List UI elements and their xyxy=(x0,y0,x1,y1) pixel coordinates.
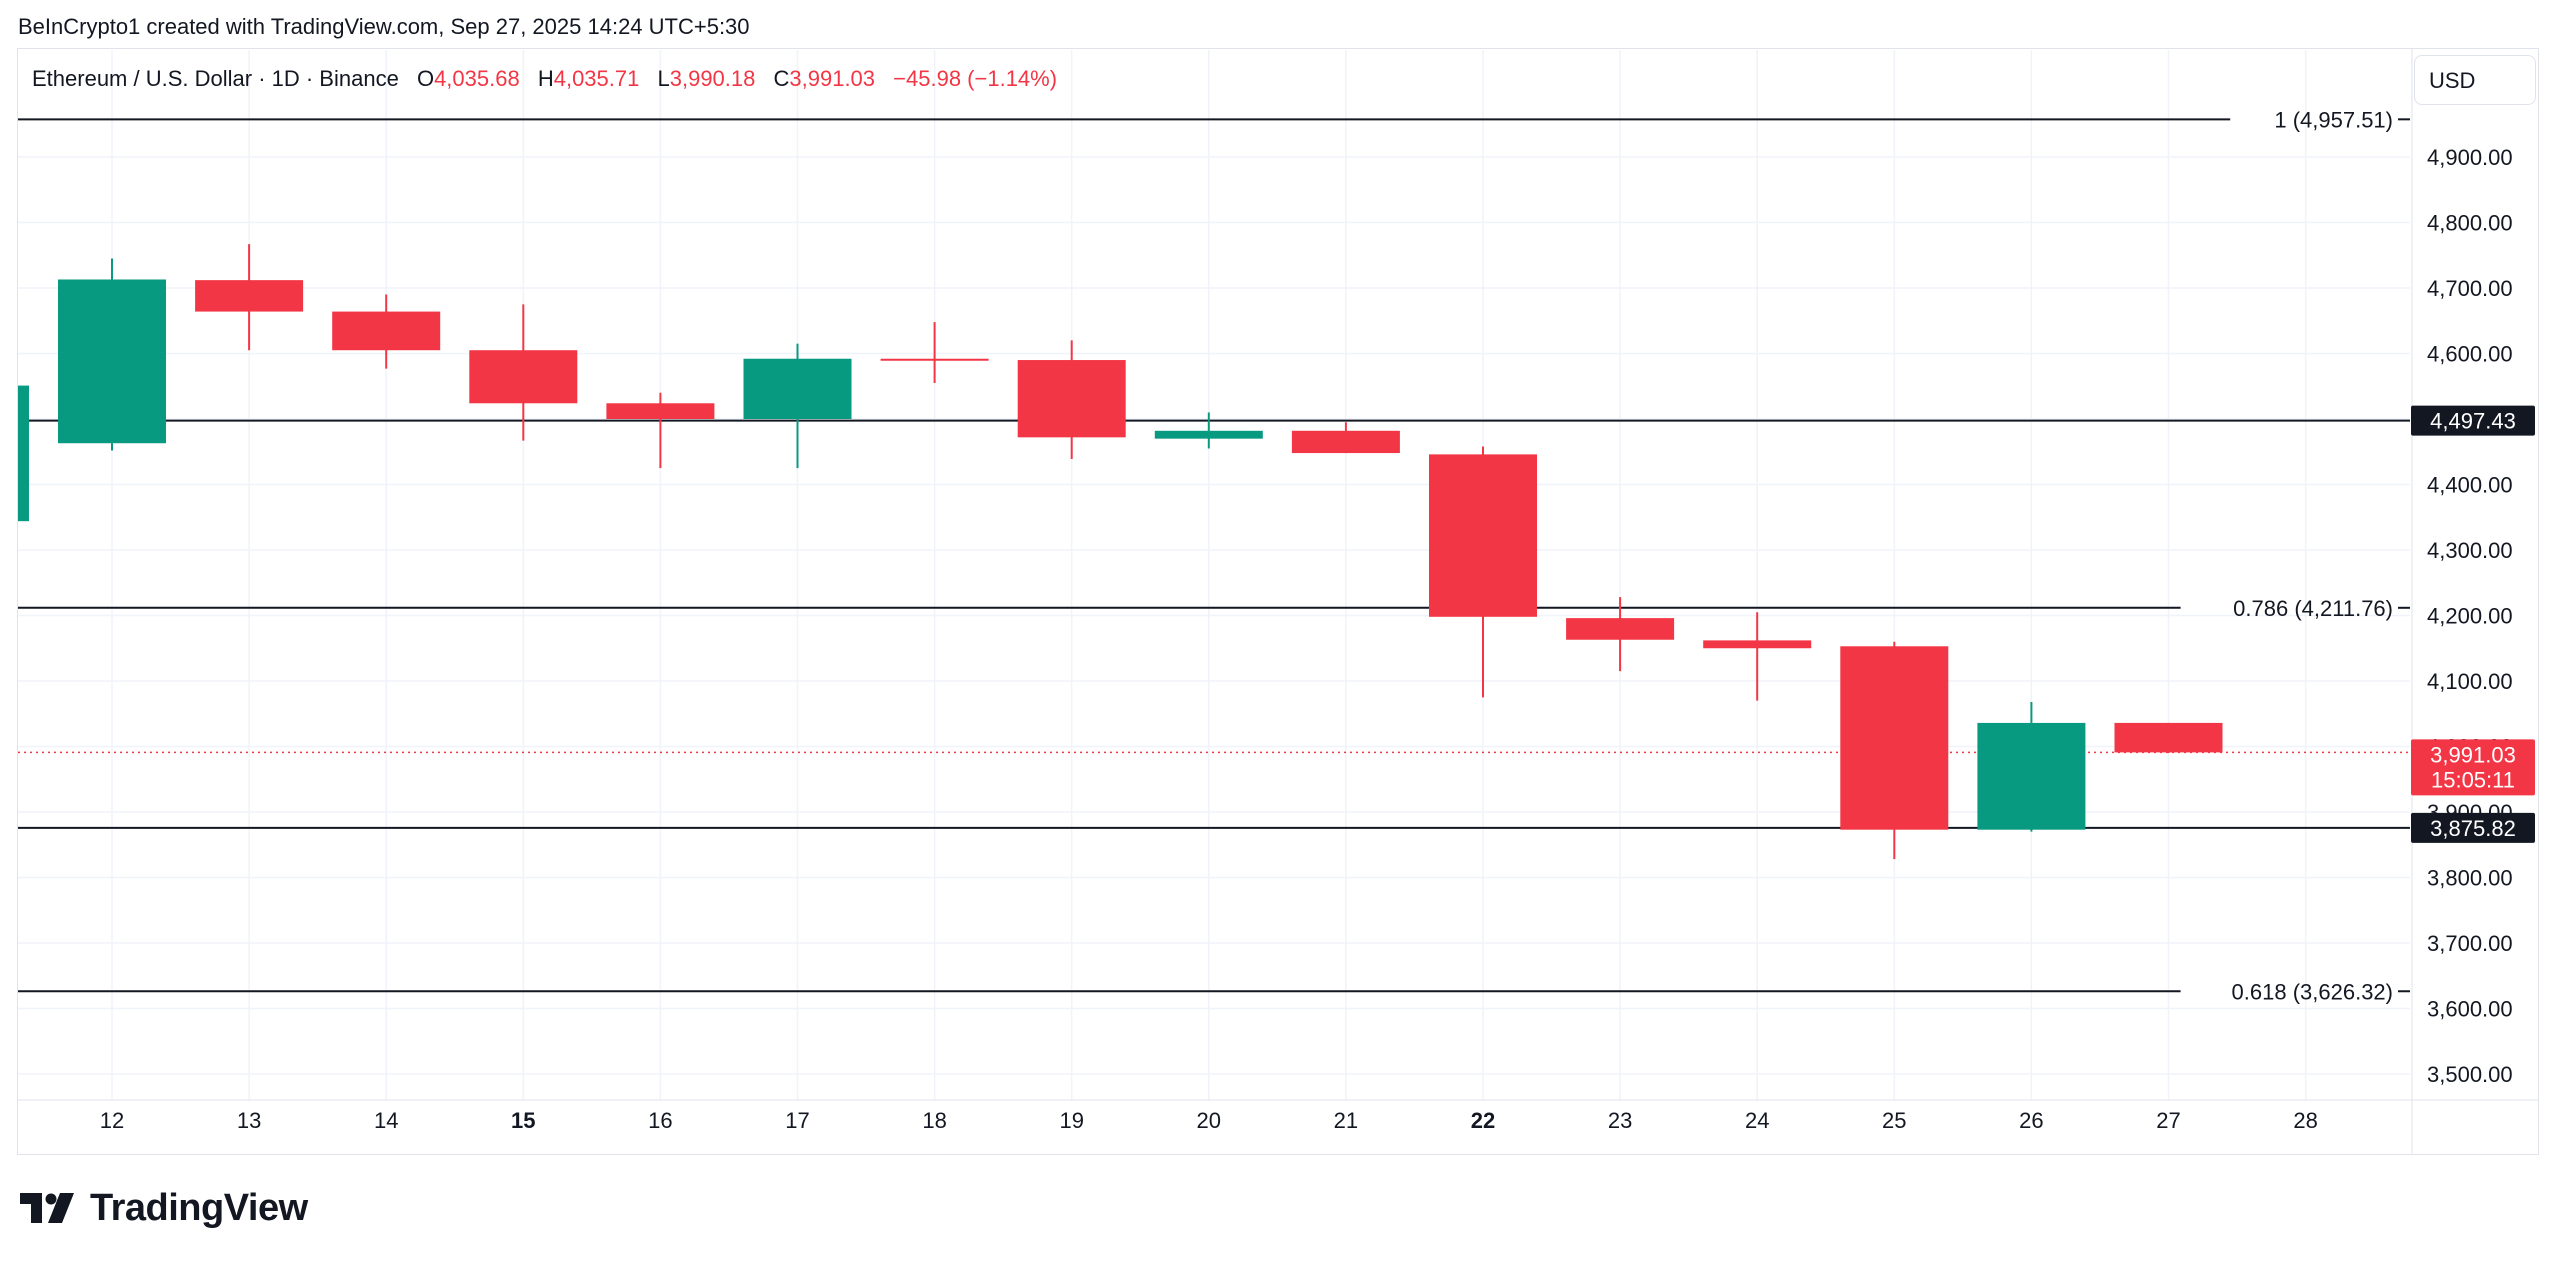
chart-attribution: BeInCrypto1 created with TradingView.com… xyxy=(18,14,750,39)
y-tick-label: 4,600.00 xyxy=(2427,342,2513,367)
last-price-label-text: 15:05:11 xyxy=(2431,767,2515,792)
candle-body[interactable] xyxy=(1291,430,1400,454)
close-label: C xyxy=(773,66,790,91)
candle-body[interactable] xyxy=(469,350,578,404)
x-tick-label: 21 xyxy=(1334,1108,1358,1133)
y-tick-label: 4,700.00 xyxy=(2427,276,2513,301)
level-price-label-box xyxy=(2411,405,2535,436)
x-tick-label: 24 xyxy=(1745,1108,1769,1133)
partial-candle-body xyxy=(18,385,29,522)
level-price-label-box xyxy=(2411,812,2535,843)
candle-body[interactable] xyxy=(195,280,304,312)
candle-body[interactable] xyxy=(880,358,989,361)
y-tick-label: 3,500.00 xyxy=(2427,1062,2513,1087)
candle-body[interactable] xyxy=(743,358,852,419)
change-value: −45.98 (−1.14%) xyxy=(893,66,1058,91)
last-price-label-text: 3,991.03 xyxy=(2430,742,2516,767)
brand-name: TradingView xyxy=(90,1186,308,1229)
x-tick-label: 15 xyxy=(511,1108,535,1133)
x-tick-label: 20 xyxy=(1197,1108,1221,1133)
x-tick-label: 12 xyxy=(100,1108,124,1133)
chart-frame xyxy=(17,48,2539,1155)
low-value: 3,990.18 xyxy=(669,66,756,91)
candle-body[interactable] xyxy=(58,279,166,444)
x-tick-label: 27 xyxy=(2156,1108,2180,1133)
x-tick-label: 22 xyxy=(1471,1108,1495,1133)
low-label: L xyxy=(657,66,670,91)
x-tick-label: 28 xyxy=(2293,1108,2317,1133)
x-tick-label: 14 xyxy=(374,1108,398,1133)
last-price-label-box xyxy=(2411,739,2535,796)
fib-level-label: 0.786 (4,211.76) xyxy=(2233,596,2393,621)
y-tick-label: 4,900.00 xyxy=(2427,145,2513,170)
open-label: O xyxy=(416,66,435,91)
x-tick-label: 13 xyxy=(237,1108,261,1133)
y-tick-label: 4,100.00 xyxy=(2427,669,2513,694)
candle-body[interactable] xyxy=(1017,360,1126,438)
level-price-label-text: 4,497.43 xyxy=(2430,409,2516,434)
candle-body[interactable] xyxy=(1840,646,1949,830)
symbol-name[interactable]: Ethereum / U.S. Dollar · 1D · Binance xyxy=(32,66,399,91)
y-tick-label: 4,300.00 xyxy=(2427,538,2513,563)
candle-body[interactable] xyxy=(1154,430,1263,439)
fib-level-label: 1 (4,957.51) xyxy=(2274,107,2393,132)
tradingview-brand[interactable]: TradingView xyxy=(20,1186,308,1230)
candle-body[interactable] xyxy=(1977,722,2086,830)
x-tick-label: 19 xyxy=(1059,1108,1083,1133)
candle-body[interactable] xyxy=(1429,454,1537,617)
y-tick-label: 3,800.00 xyxy=(2427,866,2513,891)
y-tick-label: 3,700.00 xyxy=(2427,931,2513,956)
open-value: 4,035.68 xyxy=(434,66,520,91)
y-tick-label: 4,200.00 xyxy=(2427,604,2513,629)
y-tick-label: 4,800.00 xyxy=(2427,211,2513,236)
candle-body[interactable] xyxy=(1566,618,1675,640)
candle-body[interactable] xyxy=(606,403,715,419)
candle-body[interactable] xyxy=(332,311,441,351)
level-price-label-text: 3,875.82 xyxy=(2430,816,2516,841)
close-value: 3,991.03 xyxy=(789,66,876,91)
x-tick-label: 26 xyxy=(2019,1108,2043,1133)
y-tick-label: 3,600.00 xyxy=(2427,997,2513,1022)
y-tick-label: 4,400.00 xyxy=(2427,473,2513,498)
tradingview-logo-icon xyxy=(20,1193,74,1223)
currency-button[interactable]: USD xyxy=(2414,55,2536,105)
x-tick-label: 25 xyxy=(1882,1108,1906,1133)
fib-level-label: 0.618 (3,626.32) xyxy=(2232,979,2393,1004)
x-tick-label: 18 xyxy=(922,1108,946,1133)
candle-body[interactable] xyxy=(1703,640,1812,649)
x-tick-label: 23 xyxy=(1608,1108,1632,1133)
x-tick-label: 16 xyxy=(648,1108,672,1133)
x-tick-label: 17 xyxy=(785,1108,809,1133)
high-value: 4,035.71 xyxy=(553,66,640,91)
symbol-legend: Ethereum / U.S. Dollar · 1D · Binance O4… xyxy=(32,66,1057,92)
candle-body[interactable] xyxy=(2114,722,2223,753)
high-label: H xyxy=(537,66,554,91)
